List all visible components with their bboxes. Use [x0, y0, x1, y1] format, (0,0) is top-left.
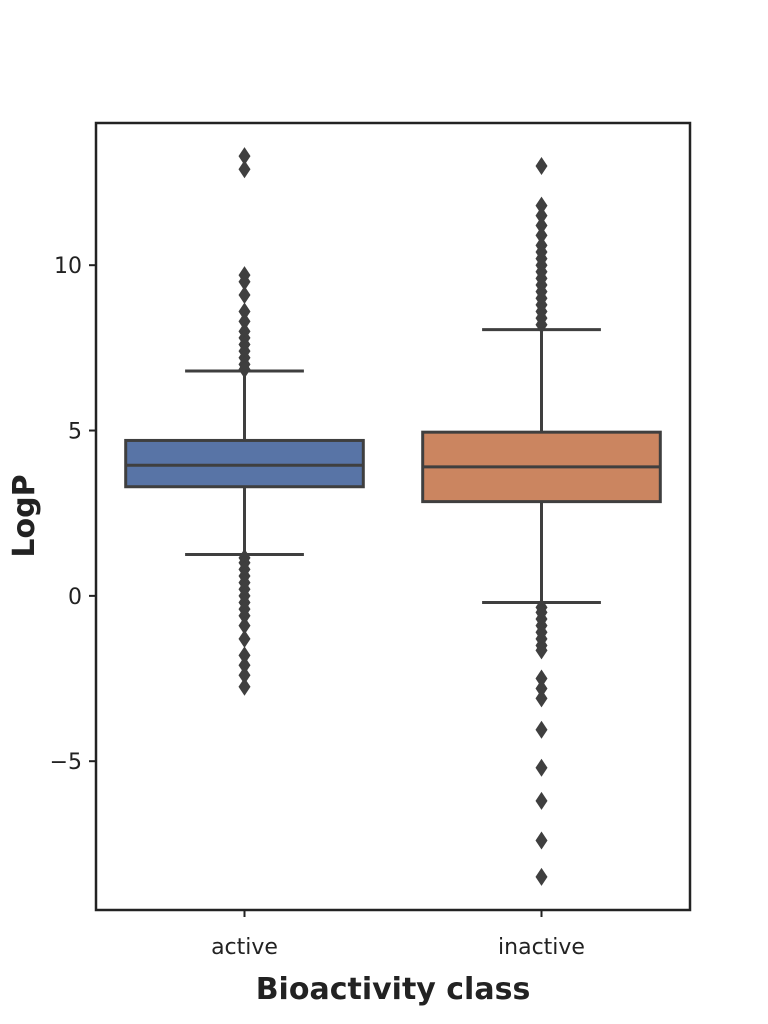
outlier-point — [535, 831, 548, 850]
outlier-point — [238, 285, 251, 304]
box-group-inactive — [421, 156, 662, 886]
outlier-point — [535, 216, 548, 235]
outlier-point — [535, 226, 548, 245]
outlier-point — [535, 315, 548, 334]
outlier-point — [238, 147, 251, 166]
outlier-point — [535, 641, 548, 660]
outlier-point — [535, 758, 548, 777]
x-tick-label: inactive — [498, 935, 585, 960]
plot-frame — [94, 121, 692, 912]
plot-area — [96, 123, 690, 910]
outlier-point — [238, 302, 251, 321]
plot-marks — [124, 147, 662, 886]
outlier-point — [535, 156, 548, 175]
outlier-point — [238, 677, 251, 696]
outlier-point — [535, 867, 548, 886]
y-tick-label: 5 — [68, 420, 82, 445]
y-axis-title: LogP — [7, 474, 42, 557]
outlier-point — [535, 720, 548, 739]
outlier-point — [238, 160, 251, 179]
outlier-point — [238, 606, 251, 625]
x-axis-ticks: active inactive — [211, 910, 585, 960]
outlier-point — [238, 272, 251, 291]
outlier-point — [238, 360, 251, 379]
x-axis-title: Bioactivity class — [256, 972, 531, 1007]
outlier-point — [535, 206, 548, 225]
outlier-point — [238, 312, 251, 331]
outlier-point — [535, 791, 548, 810]
y-axis-ticks: −5 0 5 10 — [50, 254, 96, 775]
y-tick-label: 0 — [68, 585, 82, 610]
y-tick-label: −5 — [50, 750, 82, 775]
outlier-point — [238, 646, 251, 665]
y-tick-label: 10 — [54, 254, 82, 279]
outlier-point — [238, 666, 251, 685]
outlier-point — [238, 616, 251, 635]
outlier-point — [535, 669, 548, 688]
box-group-active — [124, 147, 365, 696]
box-active — [124, 438, 365, 489]
outlier-point — [535, 689, 548, 708]
outlier-point — [535, 196, 548, 215]
outlier-point — [535, 679, 548, 698]
outlier-point — [238, 629, 251, 648]
outlier-point — [238, 656, 251, 675]
x-tick-label: active — [211, 935, 278, 960]
